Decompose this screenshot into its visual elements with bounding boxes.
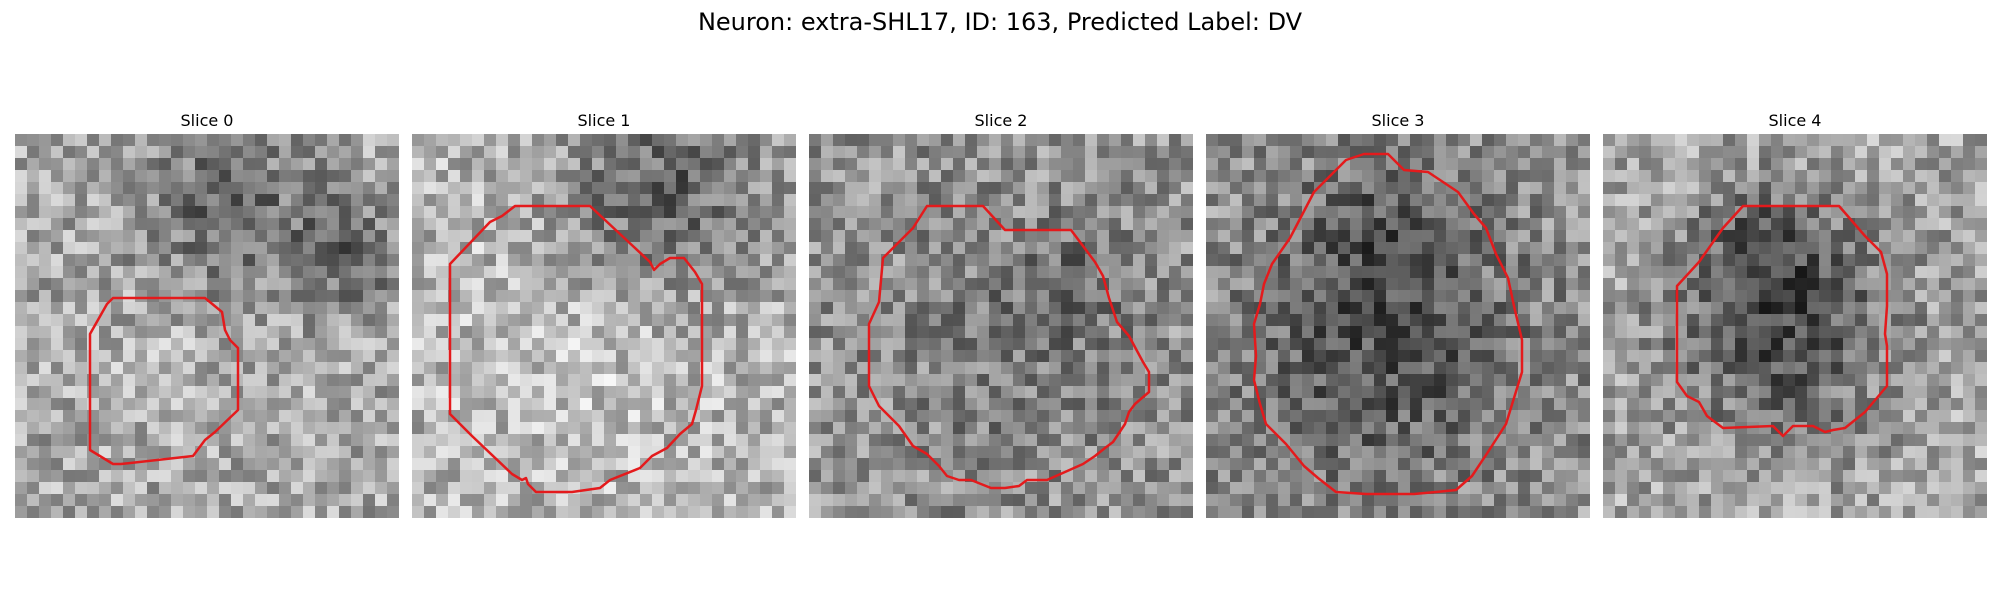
slice-image-2 — [809, 134, 1193, 518]
slice-panel-4: Slice 4 — [1603, 110, 1987, 518]
slice-image-4 — [1603, 134, 1987, 518]
slice-0-pixels — [15, 134, 399, 518]
slice-title-1: Slice 1 — [577, 111, 631, 130]
slice-image-1 — [412, 134, 796, 518]
slice-image-3 — [1206, 134, 1590, 518]
slice-4-contour — [1675, 204, 1889, 438]
slice-4-pixels — [1603, 134, 1987, 518]
slice-title-0: Slice 0 — [180, 111, 234, 130]
slice-panel-1: Slice 1 — [412, 110, 796, 518]
slice-1-contour — [448, 204, 704, 494]
slice-1-pixels — [412, 134, 796, 518]
slice-0-contour — [88, 296, 240, 466]
slice-title-2: Slice 2 — [974, 111, 1028, 130]
slice-panel-2: Slice 2 — [809, 110, 1193, 518]
slice-3-pixels — [1206, 134, 1590, 518]
figure-title: Neuron: extra-SHL17, ID: 163, Predicted … — [697, 8, 1303, 36]
slice-3-contour — [1252, 152, 1524, 496]
slice-image-0 — [15, 134, 399, 518]
slice-panel-3: Slice 3 — [1206, 110, 1590, 518]
slice-title-3: Slice 3 — [1371, 111, 1425, 130]
slice-2-contour — [867, 204, 1151, 490]
slice-title-4: Slice 4 — [1768, 111, 1822, 130]
slice-panel-0: Slice 0 — [15, 110, 399, 518]
slice-2-pixels — [809, 134, 1193, 518]
